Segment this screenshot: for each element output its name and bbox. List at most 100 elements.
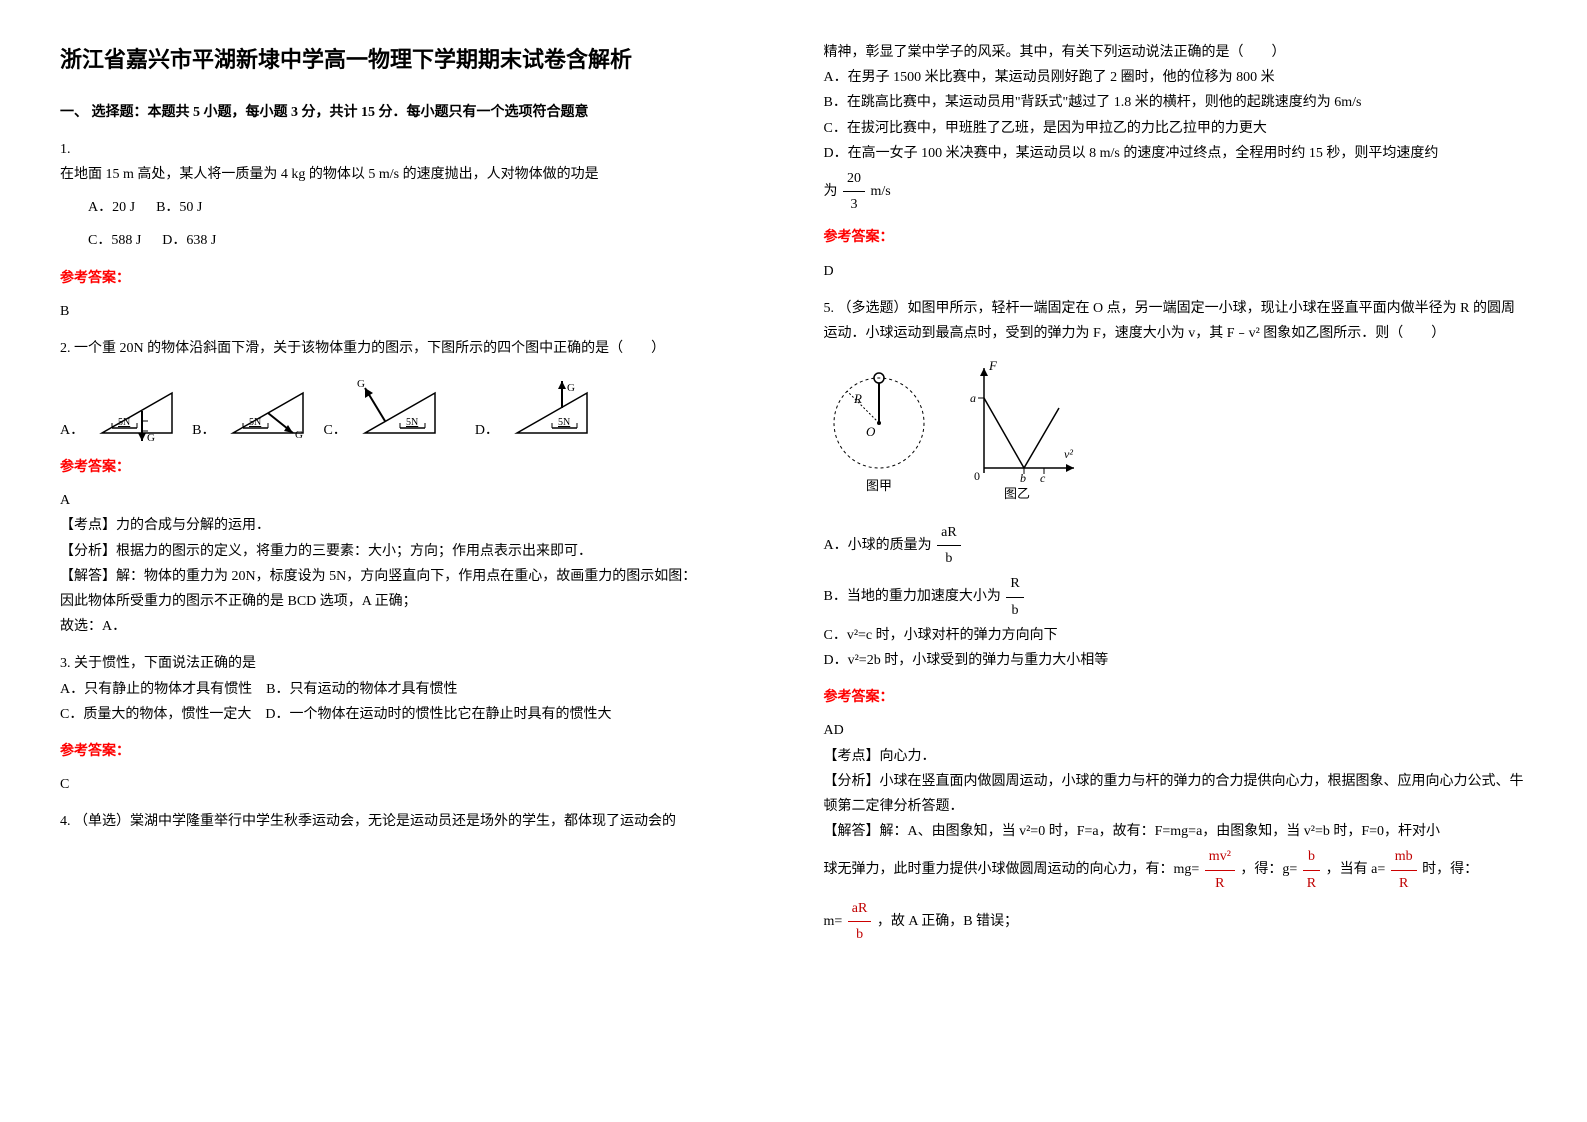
- answer-label: 参考答案：: [60, 455, 764, 480]
- q1-text: 在地面 15 m 高处，某人将一质量为 4 kg 的物体以 5 m/s 的速度抛…: [60, 162, 764, 187]
- wedge-b-icon: G 5N: [223, 373, 313, 443]
- q4-optd-unit: m/s: [871, 184, 891, 199]
- svg-text:c: c: [1040, 471, 1046, 485]
- svg-text:R: R: [853, 391, 862, 406]
- svg-text:5N: 5N: [558, 417, 570, 428]
- svg-text:O: O: [866, 424, 876, 439]
- q3-opts-cd: C．质量大的物体，惯性一定大 D．一个物体在运动时的惯性比它在静止时具有的惯性大: [60, 702, 764, 727]
- q3-text: 关于惯性，下面说法正确的是: [74, 656, 256, 671]
- q5-solve-mid1: 球无弹力，此时重力提供小球做圆周运动的向心力，有：mg=: [824, 862, 1200, 877]
- q5-frac2-den: R: [1303, 871, 1320, 896]
- q1-number: 1.: [60, 137, 764, 162]
- q2-text: 一个重 20N 的物体沿斜面下滑，关于该物体重力的图示，下图所示的四个图中正确的…: [74, 341, 665, 356]
- svg-text:G: G: [567, 382, 575, 394]
- question-1: 1. 在地面 15 m 高处，某人将一质量为 4 kg 的物体以 5 m/s 的…: [60, 137, 764, 254]
- q5-optb-frac: R b: [1006, 571, 1023, 622]
- answer-label: 参考答案：: [824, 685, 1528, 710]
- q5-fraclast-num: aR: [848, 896, 872, 922]
- q1-options-row1: A．20 J B．50 J: [60, 195, 764, 220]
- q4-opt-a: A．在男子 1500 米比赛中，某运动员刚好跑了 2 圈时，他的位移为 800 …: [824, 65, 1528, 90]
- q5-frac1: mv² R: [1205, 844, 1235, 895]
- q4-answer: D: [824, 259, 1528, 284]
- answer-label: 参考答案：: [824, 225, 1528, 250]
- answer-label: 参考答案：: [60, 266, 764, 291]
- svg-text:5N: 5N: [118, 417, 130, 428]
- q3-answer: C: [60, 772, 764, 797]
- svg-text:5N: 5N: [406, 417, 418, 428]
- q5-opta-pre: A．小球的质量为: [824, 538, 932, 553]
- q4-opt-b: B．在跳高比赛中，某运动员用"背跃式"越过了 1.8 米的横杆，则他的起跳速度约…: [824, 90, 1528, 115]
- q5-frac-last: aR b: [848, 896, 872, 947]
- q5-opt-d: D．v²=2b 时，小球受到的弹力与重力大小相等: [824, 648, 1528, 673]
- q5-frac3: mb R: [1391, 844, 1417, 895]
- q5-solve-last-pre: m=: [824, 914, 843, 929]
- q5-solve-mid3: ，当有 a=: [1326, 862, 1386, 877]
- question-2: 2. 一个重 20N 的物体沿斜面下滑，关于该物体重力的图示，下图所示的四个图中…: [60, 336, 764, 443]
- q4-number: 4.: [60, 814, 74, 829]
- svg-text:v²: v²: [1064, 447, 1073, 461]
- q5-opta-num: aR: [937, 520, 961, 546]
- wedge-a-icon: G 5N: [92, 373, 182, 443]
- wedge-d-icon: G 5N: [507, 373, 597, 443]
- q4-text: （单选）棠湖中学隆重举行中学生秋季运动会，无论是运动员还是场外的学生，都体现了运…: [74, 814, 676, 829]
- q2-diagram-a: A． G 5N: [60, 373, 182, 443]
- q1-opt-c: C．588 J: [88, 233, 141, 248]
- q5-optb-num: R: [1006, 571, 1023, 597]
- q2-diagram-c: C． G 5N: [323, 373, 464, 443]
- q2-label-d: D．: [475, 418, 499, 443]
- q5-opta-frac: aR b: [937, 520, 961, 571]
- q5-opta-den: b: [937, 546, 961, 571]
- q2-point: 【考点】力的合成与分解的运用．: [60, 513, 764, 538]
- q5-opt-c: C．v²=c 时，小球对杆的弹力方向向下: [824, 623, 1528, 648]
- question-4: 4. （单选）棠湖中学隆重举行中学生秋季运动会，无论是运动员还是场外的学生，都体…: [60, 809, 764, 834]
- q5-frac2-num: b: [1303, 844, 1320, 870]
- wedge-c-icon: G 5N: [355, 373, 465, 443]
- svg-text:图乙: 图乙: [1004, 486, 1030, 501]
- q2-label-c: C．: [323, 418, 346, 443]
- q5-solve-mid4: 时，得：: [1422, 862, 1478, 877]
- svg-text:a: a: [970, 391, 976, 405]
- q4-fraction: 20 3: [843, 166, 865, 217]
- svg-text:b: b: [1020, 471, 1026, 485]
- q2-label-a: A．: [60, 418, 84, 443]
- q5-diagram-icon: R O 图甲 a: [824, 358, 1084, 508]
- q4-opt-d-line1: D．在高一女子 100 米决赛中，某运动员以 8 m/s 的速度冲过终点，全程用…: [824, 141, 1528, 166]
- q5-analysis: 【分析】小球在竖直面内做圆周运动，小球的重力与杆的弹力的合力提供向心力，根据图象…: [824, 769, 1528, 819]
- q2-number: 2.: [60, 341, 74, 356]
- q1-opt-d: D．638 J: [162, 233, 216, 248]
- svg-text:F: F: [988, 358, 998, 373]
- q2-solve2: 因此物体所受重力的图示不正确的是 BCD 选项，A 正确；: [60, 589, 764, 614]
- question-3: 3. 关于惯性，下面说法正确的是 A．只有静止的物体才具有惯性 B．只有运动的物…: [60, 651, 764, 727]
- q5-solve-line1: 【解答】解：A、由图象知，当 v²=0 时，F=a，故有：F=mg=a，由图象知…: [824, 819, 1528, 844]
- section-heading: 一、 选择题：本题共 5 小题，每小题 3 分，共计 15 分．每小题只有一个选…: [60, 100, 764, 125]
- svg-text:5N: 5N: [249, 417, 261, 428]
- q5-text: （多选题）如图甲所示，轻杆一端固定在 O 点，另一端固定一小球，现让小球在竖直平…: [824, 301, 1515, 341]
- q5-solve-line2: 球无弹力，此时重力提供小球做圆周运动的向心力，有：mg= mv² R ，得：g=…: [824, 844, 1528, 895]
- q2-label-b: B．: [192, 418, 215, 443]
- q5-frac2: b R: [1303, 844, 1320, 895]
- q5-point: 【考点】向心力．: [824, 744, 1528, 769]
- q1-answer: B: [60, 299, 764, 324]
- svg-text:G: G: [357, 378, 365, 390]
- q5-opt-a: A．小球的质量为 aR b: [824, 520, 1528, 571]
- q2-diagram-d: D． G 5N: [475, 373, 597, 443]
- q2-diagram-b: B． G 5N: [192, 373, 313, 443]
- q5-frac1-num: mv²: [1205, 844, 1235, 870]
- q5-opt-b: B．当地的重力加速度大小为 R b: [824, 571, 1528, 622]
- q5-solve-mid2: ，得：g=: [1240, 862, 1297, 877]
- svg-text:0: 0: [974, 469, 980, 483]
- q5-fraclast-den: b: [848, 922, 872, 947]
- q5-optb-pre: B．当地的重力加速度大小为: [824, 589, 1001, 604]
- svg-text:G: G: [147, 432, 155, 443]
- q2-solve3: 故选：A．: [60, 614, 764, 639]
- right-column: 精神，彰显了棠中学子的风采。其中，有关下列运动说法正确的是（ ） A．在男子 1…: [824, 40, 1528, 947]
- q4-optd-prefix: 为: [824, 184, 838, 199]
- left-column: 浙江省嘉兴市平湖新埭中学高一物理下学期期末试卷含解析 一、 选择题：本题共 5 …: [60, 40, 764, 947]
- q4-frac-num: 20: [843, 166, 865, 192]
- q3-opts-ab: A．只有静止的物体才具有惯性 B．只有运动的物体才具有惯性: [60, 677, 764, 702]
- q3-number: 3.: [60, 656, 74, 671]
- page-title: 浙江省嘉兴市平湖新埭中学高一物理下学期期末试卷含解析: [60, 40, 764, 80]
- answer-label: 参考答案：: [60, 739, 764, 764]
- q2-solve1: 【解答】解：物体的重力为 20N，标度设为 5N，方向竖直向下，作用点在重心，故…: [60, 564, 764, 589]
- q5-solve-line3: m= aR b ，故 A 正确，B 错误；: [824, 896, 1528, 947]
